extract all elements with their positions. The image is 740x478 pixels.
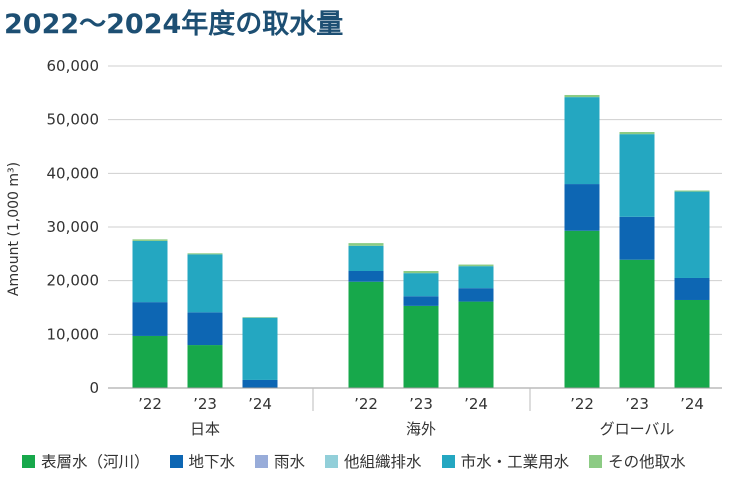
bar-segment bbox=[132, 239, 168, 241]
bar-segment bbox=[242, 317, 278, 380]
bar-segment bbox=[242, 379, 278, 388]
x-tick-label: ’24 bbox=[248, 395, 272, 413]
bar-segment bbox=[187, 253, 223, 255]
y-tick-label: 30,000 bbox=[47, 218, 100, 236]
legend-label: 表層水（河川） bbox=[41, 453, 150, 471]
bar-segment bbox=[348, 245, 384, 272]
bar-segment bbox=[403, 273, 439, 297]
legend-item: 雨水 bbox=[255, 450, 305, 472]
legend-item: 市水・工業用水 bbox=[441, 450, 570, 472]
bar-segment bbox=[187, 345, 223, 388]
bar-segment bbox=[619, 259, 655, 388]
bar-segment bbox=[674, 299, 710, 388]
x-tick-label: ’24 bbox=[680, 395, 704, 413]
bar-segment bbox=[132, 335, 168, 388]
y-tick-label: 40,000 bbox=[47, 164, 100, 182]
x-tick-label: ’22 bbox=[570, 395, 594, 413]
bar-segment bbox=[187, 254, 223, 313]
bar-segment bbox=[674, 191, 710, 278]
bar-segment bbox=[458, 264, 494, 267]
bar-segment bbox=[674, 190, 710, 192]
x-tick-label: ’22 bbox=[354, 395, 378, 413]
bar-segment bbox=[564, 184, 600, 231]
x-tick-label: ’23 bbox=[193, 395, 217, 413]
x-tick-label: ’22 bbox=[138, 395, 162, 413]
legend-label: 他組織排水 bbox=[344, 453, 422, 471]
y-axis-label: Amount (1,000 m³) bbox=[6, 162, 22, 296]
legend-item: 表層水（河川） bbox=[22, 450, 150, 472]
group-label: 海外 bbox=[406, 420, 436, 438]
legend-label: 地下水 bbox=[188, 453, 236, 471]
bar-segment bbox=[403, 296, 439, 306]
group-label: グローバル bbox=[600, 420, 675, 438]
bar-segment bbox=[458, 301, 494, 388]
bar-segment bbox=[458, 288, 494, 302]
legend-label: 雨水 bbox=[274, 453, 306, 471]
bar-segment bbox=[132, 302, 168, 336]
bar-segment bbox=[564, 230, 600, 388]
legend-label: 市水・工業用水 bbox=[460, 453, 570, 471]
bar-segment bbox=[132, 240, 168, 303]
bar-segment bbox=[403, 271, 439, 274]
y-tick-label: 20,000 bbox=[47, 272, 100, 290]
legend-item: 他組織排水 bbox=[325, 450, 422, 472]
water-intake-chart: Amount (1,000 m³) 0 10,000 20,000 30,000 40,… bbox=[6, 57, 722, 438]
group-label: 日本 bbox=[190, 420, 220, 438]
legend-swatch bbox=[589, 454, 603, 468]
bar-segment bbox=[348, 281, 384, 388]
y-tick-label: 50,000 bbox=[47, 111, 100, 129]
legend: 表層水（河川） 地下水 雨水 他組織排水 市水・工業用水 その他取水 bbox=[22, 450, 737, 472]
x-tick-label: ’23 bbox=[409, 395, 433, 413]
y-tick-label: 60,000 bbox=[47, 57, 100, 75]
x-tick-label: ’24 bbox=[464, 395, 488, 413]
legend-swatch bbox=[169, 454, 183, 468]
bar-segment bbox=[564, 94, 600, 98]
y-tick-label: 0 bbox=[89, 379, 99, 397]
bar-segment bbox=[619, 216, 655, 260]
bar-segment bbox=[674, 277, 710, 300]
bar-segment bbox=[458, 266, 494, 289]
page-title: 2022〜2024年度の取水量 bbox=[4, 9, 344, 40]
bar-segment bbox=[187, 312, 223, 346]
x-tick-label: ’23 bbox=[625, 395, 649, 413]
legend-swatch bbox=[325, 454, 339, 468]
legend-label: その他取水 bbox=[608, 453, 686, 471]
bar-segment bbox=[619, 134, 655, 217]
bar-segment bbox=[403, 305, 439, 388]
legend-swatch bbox=[255, 454, 269, 468]
bar-segment bbox=[619, 132, 655, 135]
bar-segment bbox=[348, 243, 384, 246]
bar-segment bbox=[564, 97, 600, 185]
legend-item: その他取水 bbox=[589, 450, 686, 472]
bar-segment bbox=[348, 271, 384, 282]
y-tick-label: 10,000 bbox=[47, 325, 100, 343]
legend-swatch bbox=[441, 454, 455, 468]
legend-swatch bbox=[22, 454, 35, 468]
bar-segment bbox=[242, 317, 278, 318]
legend-item: 地下水 bbox=[169, 450, 236, 472]
